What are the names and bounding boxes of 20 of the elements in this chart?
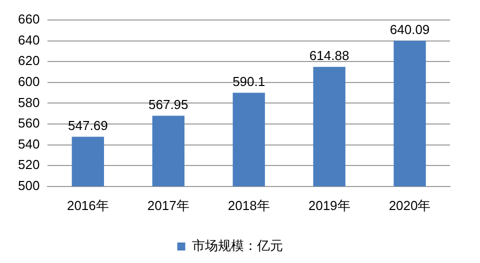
y-tick-label: 600 <box>18 74 40 89</box>
y-tick-label: 620 <box>18 53 40 68</box>
x-tick-label: 2016年 <box>66 198 109 213</box>
x-tick-label: 2017年 <box>147 198 190 213</box>
y-tick-label: 500 <box>18 178 40 193</box>
legend-label: 市场规模：亿元 <box>192 238 283 254</box>
data-label: 640.09 <box>390 22 430 37</box>
data-label: 567.95 <box>148 96 188 112</box>
x-tick-label: 2018年 <box>228 198 270 213</box>
x-tick-label: 2019年 <box>308 198 350 213</box>
y-tick-label: 640 <box>18 32 40 48</box>
y-tick-label: 660 <box>18 12 40 27</box>
data-label: 590.1 <box>232 74 266 89</box>
y-tick-label: 580 <box>18 94 40 110</box>
y-tick-label: 560 <box>18 116 40 131</box>
y-tick-label: 520 <box>18 157 40 172</box>
data-label: 547.69 <box>68 118 108 133</box>
x-tick-label: 2020年 <box>388 198 431 213</box>
data-label: 614.88 <box>309 48 350 64</box>
y-tick-label: 540 <box>18 136 40 152</box>
